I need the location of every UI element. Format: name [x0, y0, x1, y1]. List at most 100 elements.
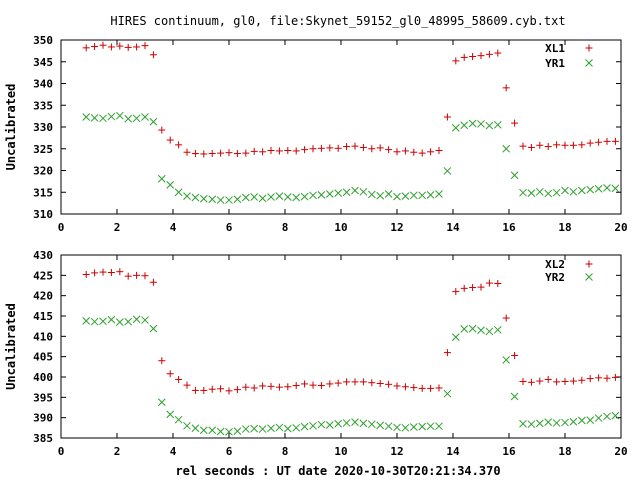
data-point — [586, 139, 594, 147]
data-point — [107, 43, 115, 51]
data-point — [250, 424, 259, 433]
figure-title: HIRES continuum, gl0, file:Skynet_59152_… — [110, 14, 565, 28]
data-point — [443, 167, 452, 175]
data-point — [267, 146, 275, 154]
data-point — [477, 120, 485, 128]
data-point — [116, 268, 124, 276]
data-point — [258, 194, 267, 203]
data-point — [460, 325, 469, 333]
series-XL1 — [82, 41, 619, 158]
data-point — [175, 375, 183, 383]
data-point — [401, 423, 410, 432]
data-point — [368, 145, 376, 153]
data-point — [342, 188, 351, 197]
data-point — [393, 148, 401, 156]
data-point — [569, 417, 578, 426]
data-point — [91, 269, 99, 277]
data-point — [494, 279, 502, 287]
y-tick-label: 390 — [33, 412, 53, 425]
data-point — [267, 382, 275, 390]
data-point — [409, 191, 418, 200]
data-point — [99, 41, 107, 49]
bottom-panel: 0 2 4 6 8 10 12 14 16 18 20 385 390 395 400 405 410 415 42… — [4, 249, 628, 458]
y-tick-label: 415 — [33, 310, 53, 323]
data-point — [115, 318, 124, 326]
data-point — [233, 386, 241, 394]
data-point — [561, 186, 569, 195]
data-point — [443, 349, 451, 357]
data-point — [611, 184, 620, 193]
data-point — [132, 315, 141, 324]
data-point — [191, 150, 199, 158]
x-tick-label: 8 — [282, 221, 289, 234]
data-point — [158, 126, 166, 134]
data-point — [141, 316, 149, 324]
x-tick-label: 2 — [114, 221, 121, 234]
data-point — [166, 410, 175, 419]
data-point — [485, 50, 493, 58]
data-point — [510, 171, 519, 180]
data-point — [511, 351, 519, 359]
data-point — [611, 373, 619, 381]
data-point — [241, 193, 250, 202]
data-point — [191, 386, 199, 394]
data-point — [611, 411, 620, 420]
data-point — [435, 384, 443, 392]
data-point — [460, 284, 468, 292]
data-point — [477, 283, 485, 291]
data-point — [250, 384, 258, 392]
data-point — [443, 389, 452, 398]
x-tick-label: 10 — [334, 445, 347, 458]
data-point — [569, 187, 578, 196]
data-point — [603, 184, 611, 192]
data-point — [359, 143, 367, 151]
x-tick-label: 6 — [226, 445, 233, 458]
data-point — [275, 147, 283, 155]
data-point — [82, 113, 91, 121]
data-point — [435, 146, 443, 154]
data-point — [376, 191, 385, 200]
data-point — [527, 189, 536, 197]
y-tick-label: 330 — [33, 121, 53, 134]
data-point — [469, 53, 477, 61]
data-point — [133, 43, 141, 51]
top-panel: 0 2 4 6 8 10 12 14 16 18 20 310 315 320 325 330 335 340 34… — [4, 34, 628, 234]
data-point — [326, 380, 334, 388]
data-point — [401, 383, 409, 391]
data-point — [166, 370, 174, 378]
data-point — [485, 121, 494, 130]
plot-frame — [60, 39, 622, 215]
data-point — [578, 141, 586, 149]
x-tick-label: 16 — [502, 445, 516, 458]
data-point — [603, 374, 611, 382]
data-point — [535, 187, 544, 196]
data-point — [343, 378, 351, 386]
data-point — [325, 421, 334, 429]
data-point — [91, 43, 99, 51]
y-tick-label: 425 — [33, 269, 53, 282]
data-point — [241, 425, 250, 433]
data-point — [275, 192, 284, 201]
y-tick-label: 385 — [33, 432, 53, 445]
legend-marker — [585, 44, 593, 52]
data-point — [536, 377, 544, 385]
data-point — [124, 114, 133, 123]
data-point — [426, 191, 435, 199]
data-point — [334, 189, 343, 197]
data-point — [334, 379, 342, 387]
data-point — [468, 324, 477, 333]
data-point — [217, 385, 225, 393]
data-point — [149, 51, 157, 59]
x-tick-label: 6 — [226, 221, 233, 234]
data-point — [367, 190, 376, 199]
legend-label: XL2 — [545, 258, 565, 271]
data-point — [309, 421, 317, 430]
data-point — [410, 384, 418, 392]
data-point — [183, 381, 191, 389]
y-tick-label: 320 — [33, 165, 53, 178]
y-tick-label: 315 — [33, 186, 53, 199]
data-point — [351, 418, 359, 426]
data-point — [284, 146, 292, 154]
data-point — [452, 288, 460, 296]
